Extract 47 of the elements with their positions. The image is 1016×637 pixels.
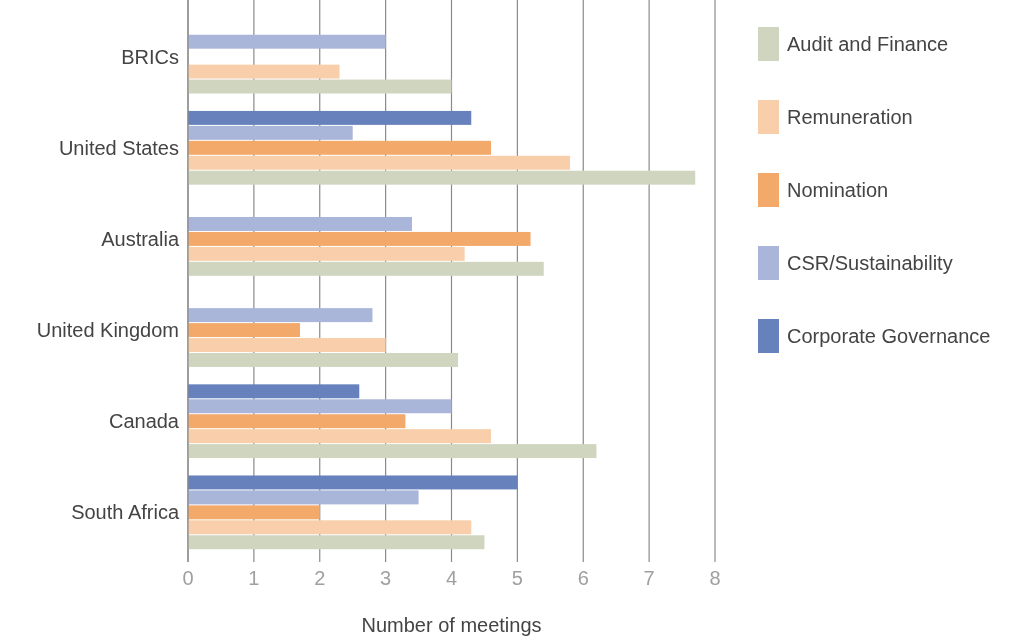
y-tick-label: United Kingdom	[36, 319, 179, 342]
x-tick-label: 5	[511, 567, 523, 589]
bar	[188, 384, 360, 399]
bar	[188, 64, 340, 79]
bar	[188, 338, 386, 352]
legend-label: CSR/Sustainability	[787, 252, 953, 274]
bar	[188, 217, 412, 231]
bar	[188, 125, 353, 140]
y-tick-label: BRICs	[121, 45, 179, 68]
bar	[188, 490, 419, 505]
x-tick-label: 0	[182, 567, 194, 589]
bar	[188, 140, 492, 155]
bar	[188, 34, 386, 49]
bar	[188, 246, 465, 261]
bar	[188, 399, 452, 414]
bar	[188, 352, 459, 367]
legend-label: Audit and Finance	[787, 33, 949, 55]
legend-label: Corporate Governance	[787, 325, 991, 347]
y-tick-label: Canada	[108, 410, 180, 433]
bar	[188, 444, 597, 459]
bar	[188, 323, 300, 338]
bar	[188, 535, 485, 550]
x-tick-label: 1	[248, 567, 260, 589]
bar	[188, 261, 544, 276]
y-tick-label: Australia	[101, 227, 180, 250]
x-axis-title: Number of meetings	[361, 614, 542, 636]
bar	[188, 231, 531, 246]
bar	[188, 170, 696, 185]
bar	[188, 520, 472, 535]
x-tick-label: 7	[643, 567, 655, 589]
x-tick-label: 4	[445, 567, 458, 589]
bar	[188, 505, 320, 520]
bar	[188, 155, 571, 170]
x-tick-label: 6	[577, 567, 589, 589]
bar	[188, 429, 492, 444]
bar	[188, 110, 472, 125]
bar	[188, 414, 406, 429]
legend-label: Remuneration	[787, 106, 913, 128]
x-tick-label: 2	[314, 567, 326, 589]
y-tick-label: South Africa	[71, 501, 180, 524]
legend-label: Nomination	[787, 179, 889, 201]
x-tick-label: 3	[380, 567, 392, 589]
bar	[188, 79, 452, 94]
bar	[188, 308, 373, 323]
x-tick-label: 8	[709, 567, 721, 589]
y-tick-label: United States	[58, 136, 179, 159]
bar	[188, 475, 518, 490]
